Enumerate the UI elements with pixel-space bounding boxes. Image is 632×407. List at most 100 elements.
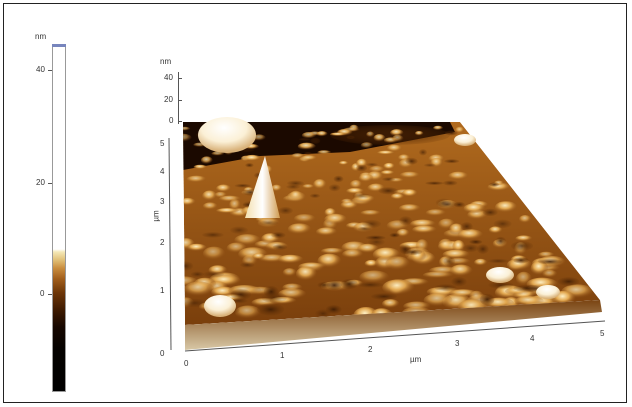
dark-pit-blob: [330, 125, 450, 145]
afm-3d-surface: [168, 117, 606, 352]
surface-valley: [230, 288, 252, 301]
surface-grain: [359, 270, 390, 284]
surface-valley: [256, 303, 285, 316]
surface-grain: [317, 150, 332, 155]
surface-valley: [259, 220, 279, 226]
surface-grain: [519, 214, 532, 224]
colorbar-label-0: 0: [40, 289, 45, 298]
surface-grain: [438, 238, 454, 253]
x-tick-label-3: 3: [455, 339, 460, 348]
surface-valley: [493, 219, 512, 229]
surface-grain: [301, 131, 317, 139]
surface-valley: [444, 159, 460, 164]
surface-grain: [474, 258, 488, 267]
surface-grain: [295, 266, 317, 282]
surface-valley: [442, 180, 458, 186]
surface-grain: [494, 201, 518, 214]
surface-valley: [451, 276, 467, 287]
surface-grain: [186, 175, 207, 183]
surface-valley: [418, 149, 428, 156]
colorbar-unit-label: nm: [35, 32, 47, 41]
surface-grain: [291, 153, 305, 159]
surface-grain: [358, 173, 374, 183]
y-axis-unit-label: µm: [151, 210, 161, 222]
colorbar-label-20: 20: [36, 178, 45, 187]
surface-valley: [190, 271, 204, 278]
surface-grain: [488, 226, 503, 235]
surface-grain: [216, 208, 240, 214]
tall-spike-feature: [245, 156, 280, 218]
surface-grain: [187, 243, 207, 252]
surface-valley: [272, 244, 288, 250]
surface-valley: [183, 298, 209, 308]
surface-grain: [412, 225, 437, 234]
surface-grain: [414, 130, 424, 136]
surface-valley: [425, 181, 444, 186]
surface-grain: [390, 193, 405, 201]
surface-valley: [389, 232, 400, 238]
surface-grain: [360, 209, 382, 217]
z-tick-20: [178, 100, 182, 101]
surface-valley: [513, 284, 541, 292]
surface-grain: [433, 125, 444, 131]
surface-grain: [330, 132, 347, 137]
y-tick-label-2: 2: [160, 238, 165, 247]
y-tick-label-5: 5: [160, 139, 165, 148]
surface-valley: [469, 239, 483, 245]
surface-valley: [352, 193, 371, 199]
surface-grain: [383, 162, 396, 170]
surface-valley: [487, 258, 509, 264]
surface-grain: [183, 197, 196, 207]
surface-grain: [282, 283, 303, 292]
surface-grain: [271, 184, 283, 192]
y-axis-line: [168, 137, 172, 351]
x-tick-label-1: 1: [280, 351, 285, 360]
surface-valley: [453, 201, 465, 208]
x-tick-label-0: 0: [184, 359, 189, 368]
surface-grain: [313, 179, 327, 191]
surface-grain: [234, 234, 261, 247]
surface-valley: [370, 293, 398, 300]
x-axis-unit-label: µm: [410, 355, 422, 364]
surface-grain: [399, 171, 421, 179]
surface-grain: [289, 190, 303, 201]
surface-valley: [423, 163, 436, 168]
surface-valley: [278, 206, 293, 215]
z-tick-0: [178, 121, 182, 122]
color-scale-top-cap: [52, 44, 66, 47]
surface-valley: [357, 226, 372, 231]
surface-valley: [510, 241, 534, 251]
bright-bump-right: [486, 267, 514, 283]
surface-grain: [530, 260, 549, 277]
surface-grain: [252, 134, 266, 141]
surface-grain: [183, 133, 192, 143]
surface-grain: [183, 126, 191, 131]
surface-grain: [202, 246, 226, 261]
x-tick-label-2: 2: [368, 345, 373, 354]
surface-grain: [338, 160, 349, 166]
surface-grain: [183, 276, 199, 288]
surface-valley: [263, 285, 279, 298]
surface-valley: [230, 226, 249, 234]
y-tick-label-3: 3: [160, 197, 165, 206]
surface-valley: [366, 162, 378, 167]
surface-valley: [489, 182, 500, 187]
surface-grain: [538, 251, 555, 259]
x-axis-line: [184, 320, 606, 352]
colorbar-tick-20: [48, 183, 52, 184]
x-tick-label-5: 5: [600, 329, 605, 338]
surface-valley: [326, 280, 342, 291]
surface-grain: [364, 259, 379, 268]
surface-grain: [403, 301, 431, 312]
surface-grain: [449, 264, 473, 278]
z-tick-label-0: 0: [169, 116, 174, 125]
surface-valley: [368, 238, 385, 246]
surface-grain: [381, 299, 400, 309]
z-tick-40: [178, 78, 182, 79]
surface-grain: [455, 126, 465, 134]
surface-grain: [380, 170, 395, 176]
surface-grain: [463, 203, 486, 215]
bright-bump-far-right: [536, 285, 560, 299]
surface-grain: [200, 156, 213, 165]
surface-valley: [399, 216, 413, 226]
